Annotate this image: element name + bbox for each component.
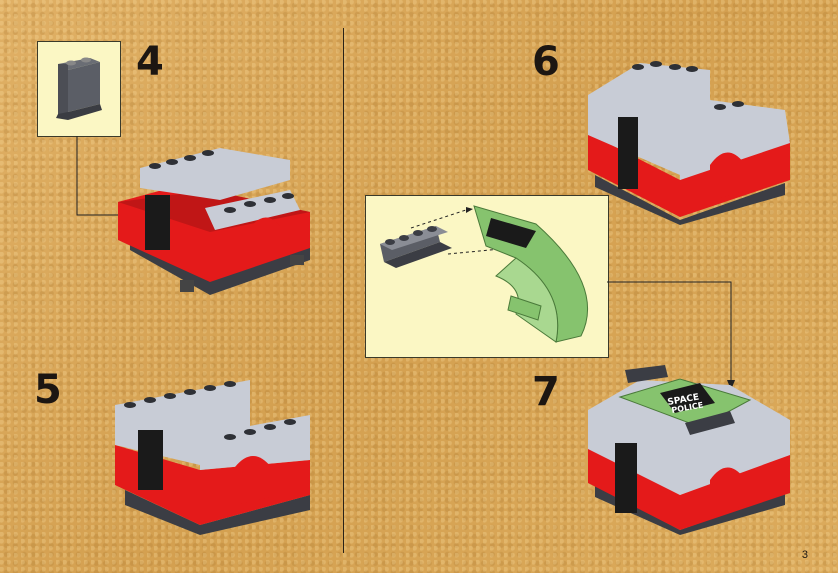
step-6-assembly xyxy=(588,61,790,225)
step-number-7: 7 xyxy=(532,369,560,415)
step-number-5: 5 xyxy=(34,367,62,413)
grey-panel-brick-icon xyxy=(56,57,102,120)
step-4-part-callout xyxy=(37,41,121,137)
step-7-assembly: SPACE POLICE xyxy=(588,365,790,535)
step-number-6: 6 xyxy=(532,39,560,85)
step-5-assembly xyxy=(115,380,310,535)
page-divider xyxy=(343,28,344,553)
step-number-4: 4 xyxy=(136,39,164,85)
canopy-part-icon xyxy=(380,205,589,343)
step-7-part-callout xyxy=(365,195,609,358)
page-number: 3 xyxy=(801,549,808,561)
step-4-assembly xyxy=(118,148,310,295)
